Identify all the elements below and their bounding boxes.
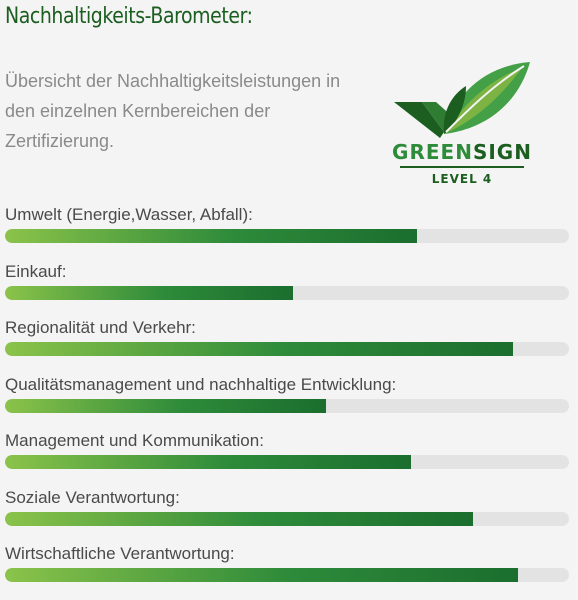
logo-level: LEVEL 4 bbox=[431, 172, 493, 186]
progress-fill bbox=[5, 285, 293, 300]
progress-fill bbox=[5, 398, 327, 413]
barometer-label: Soziale Verantwortung: bbox=[5, 487, 180, 507]
progress-fill bbox=[5, 229, 417, 243]
logo-divider bbox=[400, 166, 524, 168]
progress-track bbox=[5, 229, 569, 243]
barometer-label: Management und Kommunikation: bbox=[5, 431, 264, 450]
barometer-list: Umwelt (Energie,Wasser, Abfall): Einkauf… bbox=[5, 204, 569, 600]
progress-track bbox=[5, 398, 569, 413]
barometer-item: Management und Kommunikation: bbox=[5, 430, 569, 487]
progress-track bbox=[5, 285, 569, 300]
barometer-item: Einkauf: bbox=[5, 261, 569, 318]
barometer-item: Qualitätsmanagement und nachhaltige Entw… bbox=[5, 374, 569, 431]
barometer-label: Umwelt (Energie,Wasser, Abfall): bbox=[5, 205, 253, 224]
intro-text: Übersicht der Nachhaltigkeitsleistungen … bbox=[5, 71, 341, 151]
progress-track bbox=[5, 455, 569, 469]
progress-track bbox=[5, 568, 569, 582]
barometer-item: Regionalität und Verkehr: bbox=[5, 317, 569, 374]
page-title: Nachhaltigkeits-Barometer: bbox=[5, 4, 253, 29]
logo-word-green: GREEN bbox=[392, 140, 473, 164]
progress-track bbox=[5, 342, 569, 356]
barometer-item: Wirtschaftliche Verantwortung: bbox=[5, 543, 569, 600]
progress-track bbox=[5, 511, 569, 526]
logo-word-sign: SIGN bbox=[472, 140, 532, 164]
barometer-label: Regionalität und Verkehr: bbox=[5, 318, 196, 337]
barometer-label: Wirtschaftliche Verantwortung: bbox=[5, 544, 235, 563]
logo-wordmark: GREENSIGN bbox=[392, 140, 532, 164]
barometer-label: Einkauf: bbox=[5, 261, 67, 281]
barometer-item: Umwelt (Energie,Wasser, Abfall): bbox=[5, 204, 569, 261]
leaf-check-icon bbox=[394, 62, 530, 138]
progress-fill bbox=[5, 342, 513, 356]
barometer-item: Soziale Verantwortung: bbox=[5, 487, 569, 544]
progress-fill bbox=[5, 511, 474, 526]
greensign-logo: GREENSIGN LEVEL 4 bbox=[392, 58, 532, 190]
progress-fill bbox=[5, 568, 519, 582]
progress-fill bbox=[5, 455, 412, 469]
barometer-label: Qualitätsmanagement und nachhaltige Entw… bbox=[5, 374, 397, 394]
